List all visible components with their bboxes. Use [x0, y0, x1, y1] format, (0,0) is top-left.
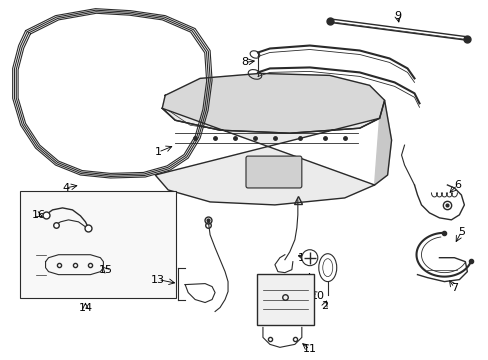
- Text: 11: 11: [302, 345, 316, 354]
- Text: 9: 9: [393, 11, 400, 21]
- Circle shape: [301, 250, 317, 266]
- Text: 7: 7: [450, 283, 457, 293]
- FancyBboxPatch shape: [245, 156, 301, 188]
- Polygon shape: [162, 73, 384, 133]
- Text: 16: 16: [32, 210, 45, 220]
- Text: 4: 4: [62, 183, 69, 193]
- Text: 14: 14: [78, 302, 92, 312]
- Text: 2: 2: [321, 301, 327, 311]
- Text: 8: 8: [241, 58, 248, 67]
- Text: 10: 10: [310, 291, 324, 301]
- Polygon shape: [374, 100, 391, 185]
- Text: 15: 15: [98, 265, 112, 275]
- Text: 1: 1: [154, 147, 162, 157]
- Text: 13: 13: [151, 275, 165, 285]
- FancyBboxPatch shape: [256, 274, 313, 325]
- Text: 5: 5: [457, 227, 464, 237]
- Text: 3: 3: [304, 293, 311, 302]
- Polygon shape: [155, 108, 379, 205]
- Text: 6: 6: [453, 180, 460, 190]
- FancyBboxPatch shape: [20, 191, 176, 298]
- Text: 12: 12: [297, 253, 311, 263]
- Ellipse shape: [318, 254, 336, 282]
